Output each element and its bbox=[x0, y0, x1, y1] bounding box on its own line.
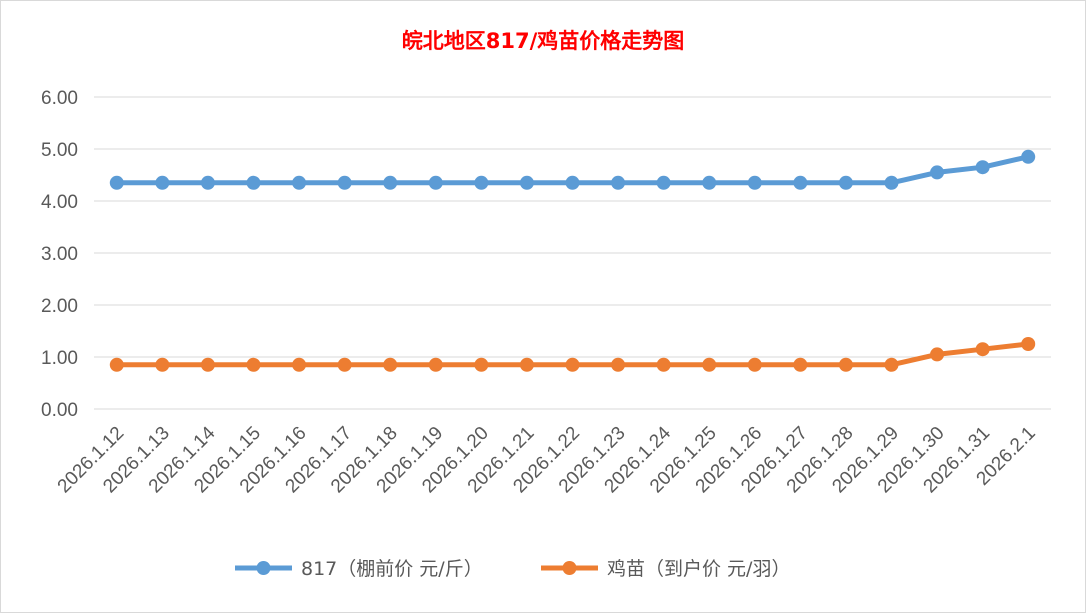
data-point bbox=[611, 175, 626, 190]
data-point bbox=[747, 175, 762, 190]
data-point bbox=[975, 160, 990, 175]
y-tick-label: 5.00 bbox=[41, 140, 78, 161]
data-point bbox=[930, 347, 945, 362]
data-point bbox=[1021, 149, 1036, 164]
legend-swatch-marker bbox=[256, 561, 271, 575]
data-point bbox=[200, 357, 215, 372]
data-point bbox=[155, 175, 170, 190]
data-point bbox=[474, 175, 489, 190]
data-point bbox=[1021, 337, 1036, 351]
data-point bbox=[337, 357, 352, 372]
y-tick-label: 1.00 bbox=[41, 348, 78, 369]
data-point bbox=[884, 175, 899, 190]
data-point bbox=[383, 357, 398, 372]
data-point bbox=[474, 357, 489, 372]
series-1 bbox=[109, 337, 1036, 372]
chart-title: 皖北地区817/鸡苗价格走势图 bbox=[402, 29, 685, 53]
data-point bbox=[246, 357, 261, 372]
data-point bbox=[793, 175, 808, 190]
y-tick-label: 6.00 bbox=[41, 88, 78, 109]
data-point bbox=[292, 175, 307, 190]
data-point bbox=[292, 357, 307, 372]
y-tick-label: 4.00 bbox=[41, 192, 78, 213]
data-point bbox=[200, 175, 215, 190]
series-0 bbox=[109, 149, 1036, 190]
data-point bbox=[975, 342, 990, 357]
data-point bbox=[246, 175, 261, 190]
y-axis-ticks: 0.00 1.00 2.00 3.00 4.00 5.00 6.00 bbox=[41, 88, 78, 421]
x-axis-ticks: 2026.1.122026.1.132026.1.142026.1.152026… bbox=[54, 422, 1040, 497]
gridlines bbox=[94, 96, 1051, 410]
data-point bbox=[109, 357, 124, 372]
legend: 817（棚前价 元/斤） 鸡苗（到户价 元/羽） bbox=[235, 558, 790, 580]
data-point bbox=[656, 175, 671, 190]
data-point bbox=[519, 175, 534, 190]
legend-swatch-marker bbox=[562, 561, 577, 575]
series-lines bbox=[109, 149, 1036, 372]
data-point bbox=[519, 357, 534, 372]
data-point bbox=[155, 357, 170, 372]
data-point bbox=[838, 175, 853, 190]
data-point bbox=[838, 357, 853, 372]
data-point bbox=[747, 357, 762, 372]
data-point bbox=[702, 175, 717, 190]
data-point bbox=[428, 357, 443, 372]
y-tick-label: 0.00 bbox=[41, 400, 78, 421]
legend-label: 817（棚前价 元/斤） bbox=[301, 558, 483, 580]
data-point bbox=[884, 357, 899, 372]
legend-label: 鸡苗（到户价 元/羽） bbox=[607, 558, 790, 580]
data-point bbox=[702, 357, 717, 372]
legend-item: 鸡苗（到户价 元/羽） bbox=[541, 558, 790, 580]
y-tick-label: 3.00 bbox=[41, 244, 78, 265]
data-point bbox=[383, 175, 398, 190]
data-point bbox=[565, 357, 580, 372]
data-point bbox=[930, 165, 945, 180]
data-point bbox=[656, 357, 671, 372]
data-point bbox=[428, 175, 443, 190]
data-point bbox=[565, 175, 580, 190]
y-tick-label: 2.00 bbox=[41, 296, 78, 317]
legend-item: 817（棚前价 元/斤） bbox=[235, 558, 483, 580]
data-point bbox=[793, 357, 808, 372]
data-point bbox=[611, 357, 626, 372]
data-point bbox=[109, 175, 124, 190]
data-point bbox=[337, 175, 352, 190]
